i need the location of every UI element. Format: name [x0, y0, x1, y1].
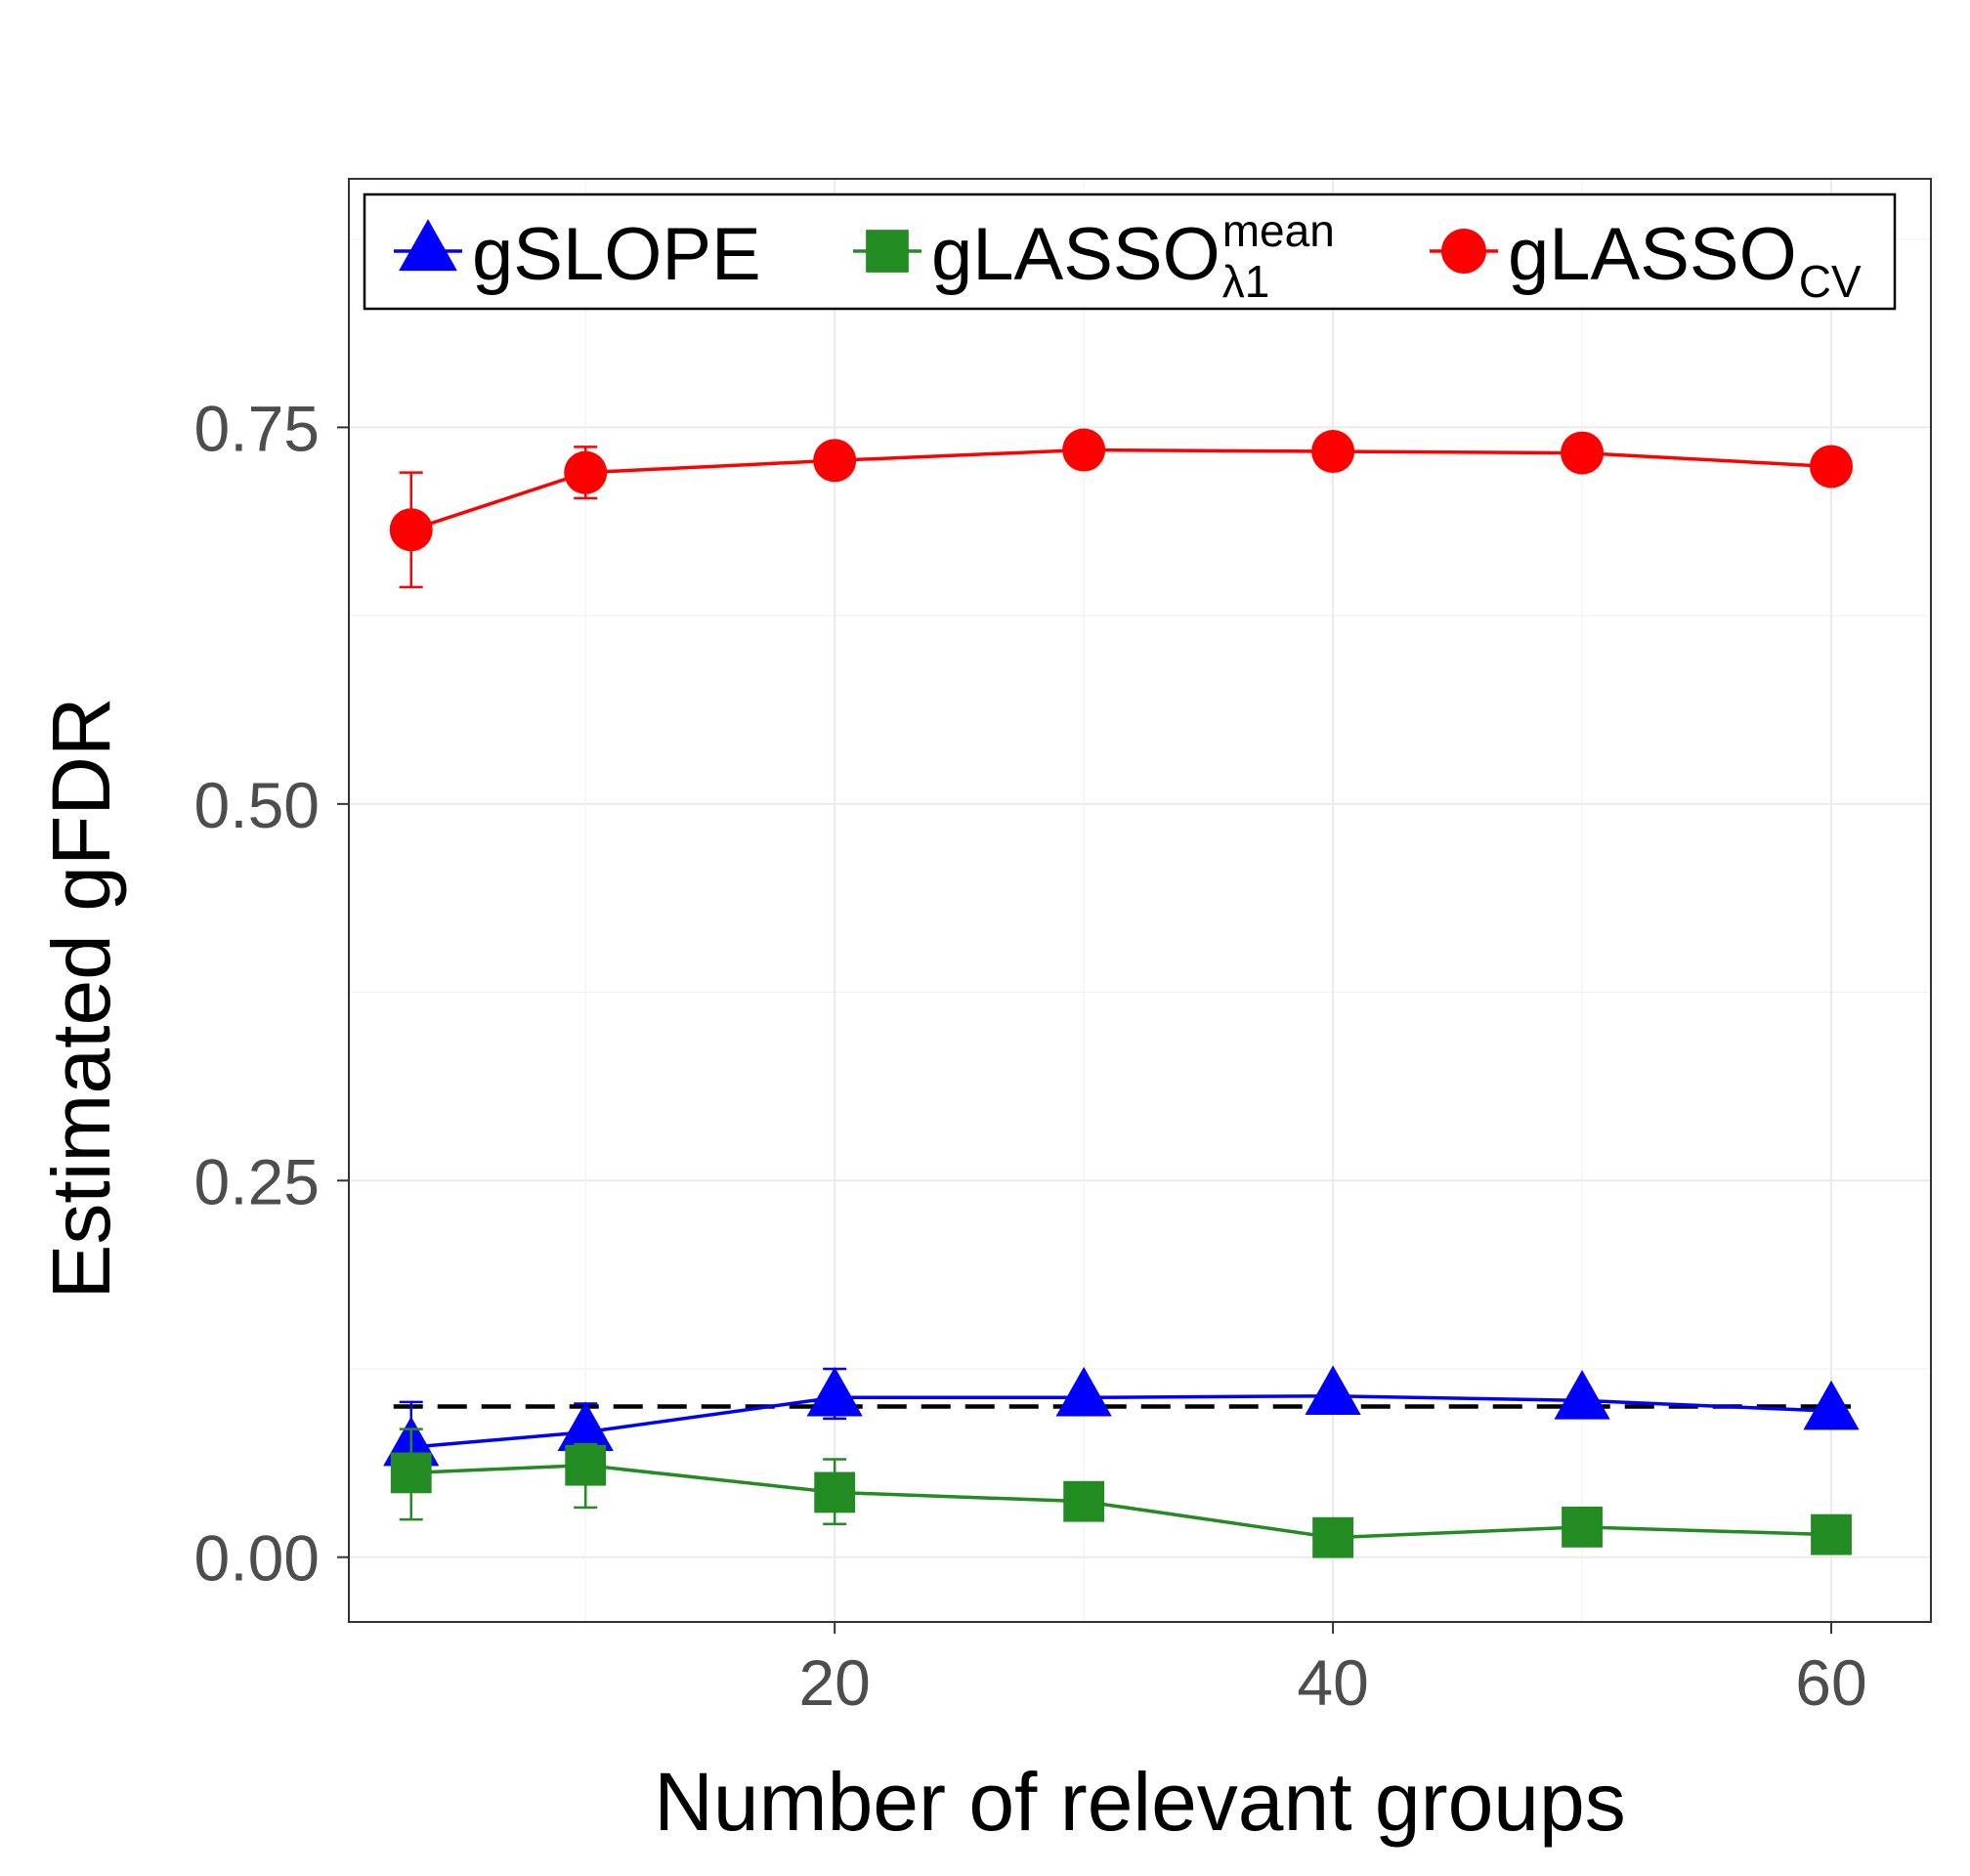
- data-point-circle: [1062, 428, 1106, 472]
- legend-label-subscript: λ1: [1222, 256, 1270, 307]
- data-point-square: [565, 1444, 607, 1486]
- legend-label: gSLOPE: [472, 213, 761, 296]
- data-point-triangle: [1305, 1365, 1361, 1415]
- y-tick-label: 0.75: [194, 392, 320, 464]
- legend-label: gLASSO: [931, 213, 1221, 296]
- x-axis-title: Number of relevant groups: [654, 1756, 1626, 1848]
- series-2: [389, 428, 1854, 589]
- legend-key-square: [866, 230, 909, 273]
- data-point-triangle: [1803, 1380, 1860, 1430]
- legend-key-triangle: [399, 219, 457, 272]
- y-tick-label: 0.50: [194, 769, 320, 841]
- data-point-triangle: [1554, 1369, 1610, 1420]
- series-1: [390, 1428, 1852, 1558]
- legend-label: gLASSO: [1508, 213, 1797, 296]
- y-tick-label: 0.00: [194, 1522, 320, 1595]
- data-point-square: [390, 1452, 432, 1494]
- data-point-triangle: [806, 1366, 863, 1417]
- x-tick-label: 20: [798, 1646, 870, 1719]
- data-point-square: [1312, 1516, 1353, 1558]
- x-tick-label: 40: [1297, 1646, 1368, 1719]
- legend-label-subscript: CV: [1799, 256, 1862, 307]
- axis-ticks: 0.00 0.25 0.50 0.75 20 40 60: [194, 392, 1867, 1719]
- data-point-circle: [1561, 431, 1605, 475]
- data-point-square: [814, 1471, 856, 1514]
- x-tick-label: 60: [1795, 1646, 1866, 1719]
- data-point-circle: [564, 450, 608, 494]
- legend-box: [363, 192, 1897, 311]
- data-point-square: [1063, 1480, 1105, 1522]
- data-point-circle: [389, 508, 433, 552]
- y-axis-title: Estimated gFDR: [35, 697, 127, 1299]
- data-point-square: [1811, 1514, 1852, 1556]
- panel-border: [348, 178, 1932, 1623]
- data-point-triangle: [1055, 1366, 1112, 1417]
- legend-label-superscript: mean: [1222, 205, 1335, 256]
- data-point-circle: [1311, 430, 1355, 474]
- legend-key-circle: [1441, 229, 1486, 274]
- data-point-circle: [813, 439, 857, 483]
- data-point-circle: [1810, 445, 1854, 489]
- data-point-square: [1562, 1506, 1603, 1548]
- data-point-triangle: [557, 1401, 614, 1451]
- data-series: [383, 428, 1860, 1558]
- y-tick-label: 0.25: [194, 1145, 320, 1217]
